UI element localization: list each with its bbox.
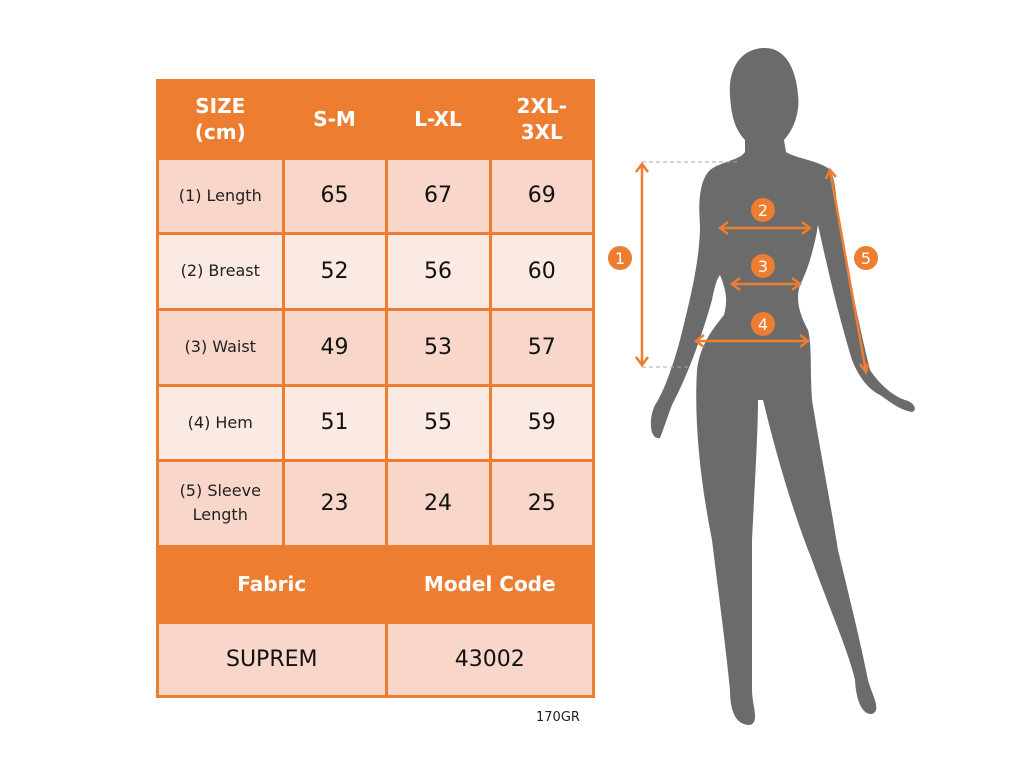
size-value: 55 [387, 386, 489, 459]
size-value: 49 [284, 310, 385, 384]
row-label: (1) Length [159, 159, 282, 232]
measurement-marker [608, 246, 632, 270]
measurement-marker-label: 4 [758, 315, 768, 334]
column-header: S-M [313, 107, 356, 132]
row-label: (4) Hem [159, 386, 282, 459]
measurement-marker [751, 312, 775, 336]
column-header: L-XL [414, 107, 462, 132]
size-value: 51 [284, 386, 385, 459]
size-value: 53 [387, 310, 489, 384]
size-value: 67 [387, 159, 489, 232]
row-label: (2) Breast [159, 234, 282, 308]
measurement-marker [751, 254, 775, 278]
footer-value: 43002 [387, 623, 592, 695]
measurement-marker-label: 2 [758, 201, 768, 220]
size-value: 69 [491, 159, 592, 232]
size-value: 65 [284, 159, 385, 232]
size-value: 24 [387, 461, 489, 545]
guide-lines [642, 161, 740, 368]
footer-value: SUPREM [159, 623, 385, 695]
measurement-marker-label: 5 [861, 249, 871, 268]
row-label: (5) Sleeve Length [159, 461, 282, 545]
size-value: 23 [284, 461, 385, 545]
size-value: 52 [284, 234, 385, 308]
size-value: 25 [491, 461, 592, 545]
footer-header: Fabric [237, 572, 307, 596]
size-value: 60 [491, 234, 592, 308]
measurement-marker-label: 1 [615, 249, 625, 268]
size-value: 57 [491, 310, 592, 384]
silhouette [650, 48, 915, 725]
column-header: 2XL- 3XL [516, 94, 567, 145]
measurement-marker [854, 246, 878, 270]
fabric-weight-note: 170GR [536, 710, 580, 725]
size-value: 56 [387, 234, 489, 308]
measurement-marker-label: 3 [758, 257, 768, 276]
measurement-marker [751, 198, 775, 222]
column-header: SIZE (cm) [194, 94, 246, 145]
size-value: 59 [491, 386, 592, 459]
row-label: (3) Waist [159, 310, 282, 384]
footer-header: Model Code [423, 572, 556, 596]
size-chart-table: SIZE (cm) S-M L-XL 2XL- 3XL (1) Length 65 67 69 (2… [156, 79, 595, 698]
measurement-arrows [635, 161, 870, 375]
